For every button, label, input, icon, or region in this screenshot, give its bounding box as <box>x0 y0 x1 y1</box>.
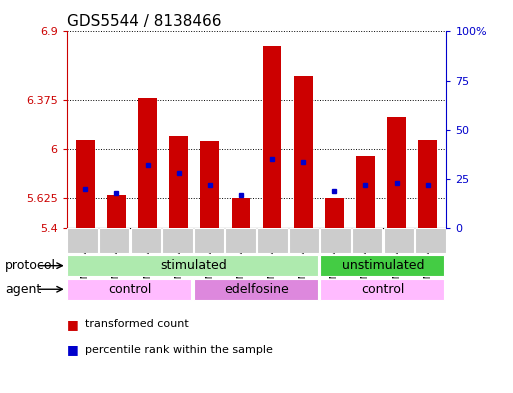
FancyBboxPatch shape <box>321 255 444 276</box>
Text: control: control <box>361 283 405 296</box>
FancyBboxPatch shape <box>67 228 97 253</box>
FancyBboxPatch shape <box>226 228 256 253</box>
FancyBboxPatch shape <box>321 279 444 299</box>
Bar <box>76 140 95 228</box>
Bar <box>201 141 219 228</box>
FancyBboxPatch shape <box>67 279 191 299</box>
Text: GDS5544 / 8138466: GDS5544 / 8138466 <box>67 14 221 29</box>
Text: protocol: protocol <box>5 259 56 272</box>
Text: control: control <box>108 283 152 296</box>
FancyBboxPatch shape <box>194 228 224 253</box>
Bar <box>169 136 188 228</box>
FancyBboxPatch shape <box>384 228 414 253</box>
FancyBboxPatch shape <box>194 279 318 299</box>
Text: stimulated: stimulated <box>160 259 227 272</box>
Bar <box>325 198 344 228</box>
Bar <box>356 156 374 228</box>
Bar <box>263 46 282 228</box>
Bar <box>107 195 126 228</box>
Bar <box>139 98 157 228</box>
Bar <box>231 198 250 228</box>
FancyBboxPatch shape <box>289 228 319 253</box>
Text: agent: agent <box>5 283 42 296</box>
FancyBboxPatch shape <box>257 228 287 253</box>
Text: edelfosine: edelfosine <box>224 283 289 296</box>
FancyBboxPatch shape <box>352 228 382 253</box>
Bar <box>387 117 406 228</box>
Bar <box>294 76 312 228</box>
FancyBboxPatch shape <box>131 228 161 253</box>
Text: unstimulated: unstimulated <box>342 259 424 272</box>
FancyBboxPatch shape <box>416 228 446 253</box>
FancyBboxPatch shape <box>162 228 192 253</box>
FancyBboxPatch shape <box>99 228 129 253</box>
FancyBboxPatch shape <box>321 228 351 253</box>
Text: transformed count: transformed count <box>85 319 188 329</box>
Text: ■: ■ <box>67 343 78 356</box>
Text: ■: ■ <box>67 318 78 331</box>
FancyBboxPatch shape <box>67 255 318 276</box>
Bar <box>418 140 437 228</box>
Text: percentile rank within the sample: percentile rank within the sample <box>85 345 272 355</box>
